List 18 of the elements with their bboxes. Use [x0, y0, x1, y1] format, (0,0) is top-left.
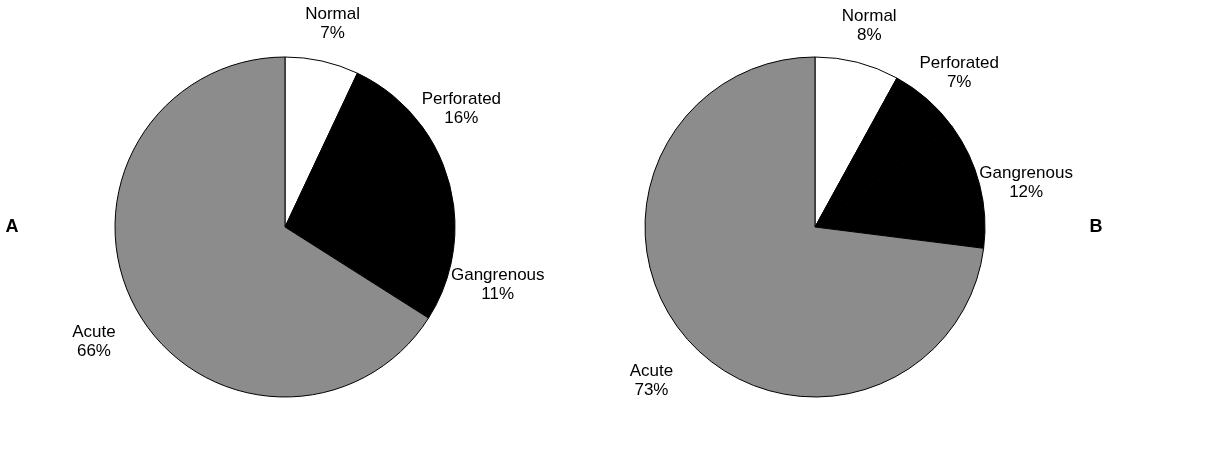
slice-label: Normal [841, 5, 897, 25]
slice-label: Normal [305, 4, 360, 24]
slice-label: Acute [72, 322, 116, 342]
slice-label: Acute [629, 361, 674, 381]
slice-label: Gangrenous [450, 264, 545, 284]
text: A [5, 216, 19, 236]
data-label: 7% [320, 23, 345, 43]
data-label: 12% [1009, 181, 1044, 201]
data-label: 73% [634, 380, 669, 400]
slice-label: Gangrenous [979, 162, 1073, 182]
data-label: 7% [946, 72, 972, 92]
data-label: 66% [76, 341, 111, 361]
slice-label: Perforated [919, 53, 999, 73]
data-label: 16% [444, 107, 479, 127]
slice-label: Perforated [421, 88, 502, 108]
data-label: 8% [856, 24, 882, 44]
data-label: 11% [481, 283, 515, 303]
text: B [1089, 216, 1103, 236]
